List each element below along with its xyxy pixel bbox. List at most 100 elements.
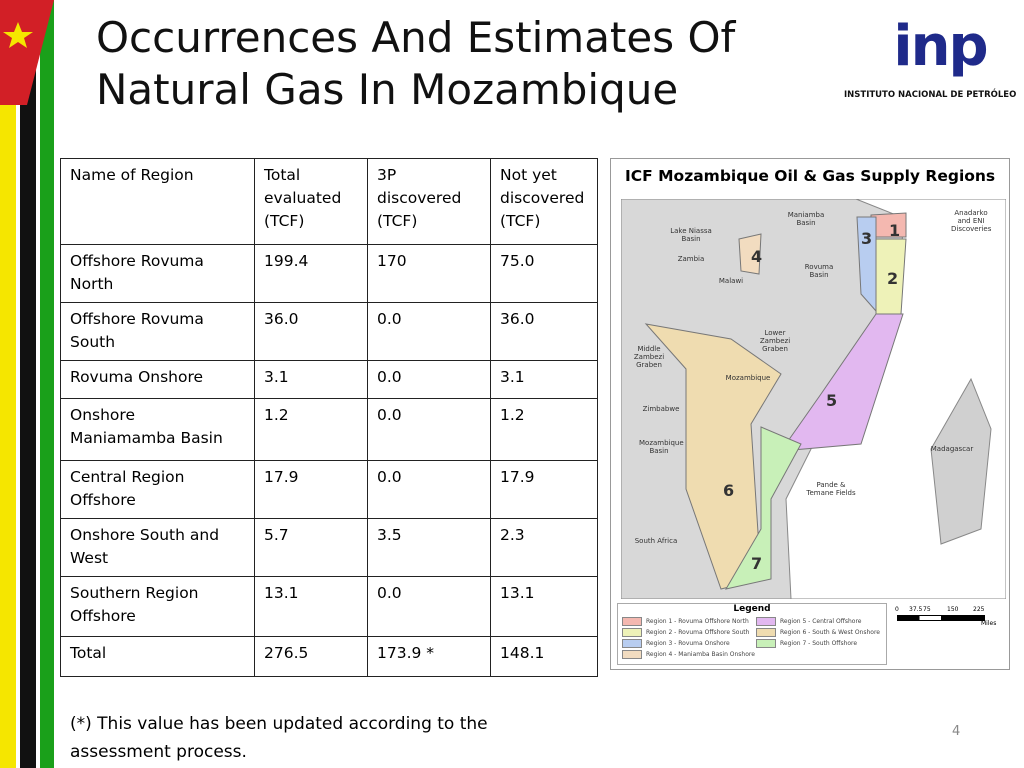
header-cell: 3P discovered (TCF) <box>367 158 491 245</box>
header-row: Name of Region Total evaluated (TCF) 3P di… <box>60 158 598 245</box>
title-line: Occurrences And Estimates Of <box>96 13 736 62</box>
table-cell: 3.1 <box>490 360 598 399</box>
table-row: Total 276.5 173.9 * 148.1 <box>60 636 598 677</box>
legend-item: Region 1 - Rovuma Offshore North <box>622 617 749 626</box>
table-cell: 13.1 <box>254 576 368 637</box>
legend-swatch <box>622 650 642 659</box>
table-row: Rovuma Onshore 3.1 0.0 3.1 <box>60 360 598 399</box>
legend-label: Region 2 - Rovuma Offshore South <box>646 629 750 636</box>
table-row: Offshore Rovuma North 199.4 170 75.0 <box>60 244 598 303</box>
scale-label: 37.5 <box>909 606 923 613</box>
legend-swatch <box>756 617 776 626</box>
table-row: Onshore Maniamamba Basin 1.2 0.0 1.2 <box>60 398 598 461</box>
map-label: Rovuma Basin <box>804 263 834 279</box>
map: ICF Mozambique Oil & Gas Supply Regions … <box>610 158 1010 670</box>
legend-label: Region 3 - Rovuma Onshore <box>646 640 730 647</box>
table-cell: 0.0 <box>367 302 491 361</box>
map-label: Maniamba Basin <box>787 211 825 227</box>
legend-label: Region 4 - Maniamba Basin Onshore <box>646 651 755 658</box>
legend-item: Region 5 - Central Offshore <box>756 617 861 626</box>
scale-label: 0 <box>895 606 899 613</box>
map-label: Middle Zambezi Graben <box>633 345 665 369</box>
legend-title: Legend <box>733 604 771 614</box>
table-cell: 75.0 <box>490 244 598 303</box>
table-cell: Offshore Rovuma South <box>60 302 255 361</box>
region-number: 7 <box>751 554 763 573</box>
map-legend: Legend Region 1 - Rovuma Offshore North R… <box>617 603 887 665</box>
table-row: Offshore Rovuma South 36.0 0.0 36.0 <box>60 302 598 361</box>
legend-item: Region 4 - Maniamba Basin Onshore <box>622 650 755 659</box>
table-row: Onshore South and West 5.7 3.5 2.3 <box>60 518 598 577</box>
table-cell: 0.0 <box>367 360 491 399</box>
table-cell: Central Region Offshore <box>60 460 255 519</box>
legend-swatch <box>756 639 776 648</box>
table-cell: 276.5 <box>254 636 368 677</box>
flag-stripes <box>0 0 54 768</box>
region-number: 6 <box>723 481 735 500</box>
table-cell: 199.4 <box>254 244 368 303</box>
table-cell: Offshore Rovuma North <box>60 244 255 303</box>
table-cell: 3.5 <box>367 518 491 577</box>
logo-caption: INSTITUTO NACIONAL DE PETRÓLEO <box>844 90 1017 100</box>
table-cell: 1.2 <box>490 398 598 461</box>
legend-item: Region 2 - Rovuma Offshore South <box>622 628 749 637</box>
region-number: 3 <box>861 229 873 248</box>
title-line: Natural Gas In Mozambique <box>96 65 679 114</box>
table-cell: Total <box>60 636 255 677</box>
legend-label: Region 6 - South & West Onshore <box>780 629 880 636</box>
region-number: 5 <box>826 391 838 410</box>
footnote: (*) This value has been updated accordin… <box>70 714 488 762</box>
legend-label: Region 1 - Rovuma Offshore North <box>646 618 749 625</box>
scale-bar <box>897 615 985 621</box>
table-cell: 148.1 <box>490 636 598 677</box>
map-drawing <box>621 199 1006 599</box>
map-label: South Africa <box>634 537 678 545</box>
legend-item: Region 7 - South Offshore <box>756 639 857 648</box>
region-number: 1 <box>889 221 901 240</box>
table-cell: 170 <box>367 244 491 303</box>
table-cell: 36.0 <box>254 302 368 361</box>
logo-mark: inp <box>893 14 988 79</box>
table-row: Southern Region Offshore 13.1 0.0 13.1 <box>60 576 598 637</box>
scale-label: 75 <box>923 606 931 613</box>
legend-label: Region 5 - Central Offshore <box>780 618 862 625</box>
table-cell: 0.0 <box>367 576 491 637</box>
table-cell: 17.9 <box>254 460 368 519</box>
logo: inp <box>880 14 1000 84</box>
header-cell: Total evaluated (TCF) <box>254 158 368 245</box>
table-row: Central Region Offshore 17.9 0.0 17.9 <box>60 460 598 519</box>
data-table: Name of Region Total evaluated (TCF) 3P di… <box>60 158 598 677</box>
table-cell: 2.3 <box>490 518 598 577</box>
header-cell: Not yet discovered (TCF) <box>490 158 598 245</box>
map-label: Malawi <box>718 277 744 285</box>
table-cell: 0.0 <box>367 460 491 519</box>
table-cell: 1.2 <box>254 398 368 461</box>
map-label: Madagascar <box>930 445 974 453</box>
table-cell: 36.0 <box>490 302 598 361</box>
table-cell: Rovuma Onshore <box>60 360 255 399</box>
scale-label: 225 <box>973 606 985 613</box>
region-number: 4 <box>751 247 763 266</box>
table-cell: 5.7 <box>254 518 368 577</box>
legend-item: Region 3 - Rovuma Onshore <box>622 639 730 648</box>
table-cell: Onshore Maniamamba Basin <box>60 398 255 461</box>
scale-label: 150 <box>947 606 959 613</box>
table-cell: 17.9 <box>490 460 598 519</box>
table-cell: 13.1 <box>490 576 598 637</box>
map-label: Lower Zambezi Graben <box>759 329 791 353</box>
table-cell: Onshore South and West <box>60 518 255 577</box>
map-scale: 0 37.5 75 150 225 Miles <box>895 606 1005 636</box>
region-number: 2 <box>887 269 899 288</box>
map-label: Mozambique Basin <box>639 439 684 455</box>
legend-swatch <box>622 628 642 637</box>
legend-swatch <box>756 628 776 637</box>
legend-swatch <box>622 639 642 648</box>
table-cell: 3.1 <box>254 360 368 399</box>
legend-item: Region 6 - South & West Onshore <box>756 628 880 637</box>
map-label: Pande & Temane Fields <box>806 481 856 497</box>
legend-swatch <box>622 617 642 626</box>
page-number: 4 <box>952 724 961 739</box>
slide-title: Occurrences And Estimates Of Natural Gas … <box>96 12 796 116</box>
legend-label: Region 7 - South Offshore <box>780 640 858 647</box>
